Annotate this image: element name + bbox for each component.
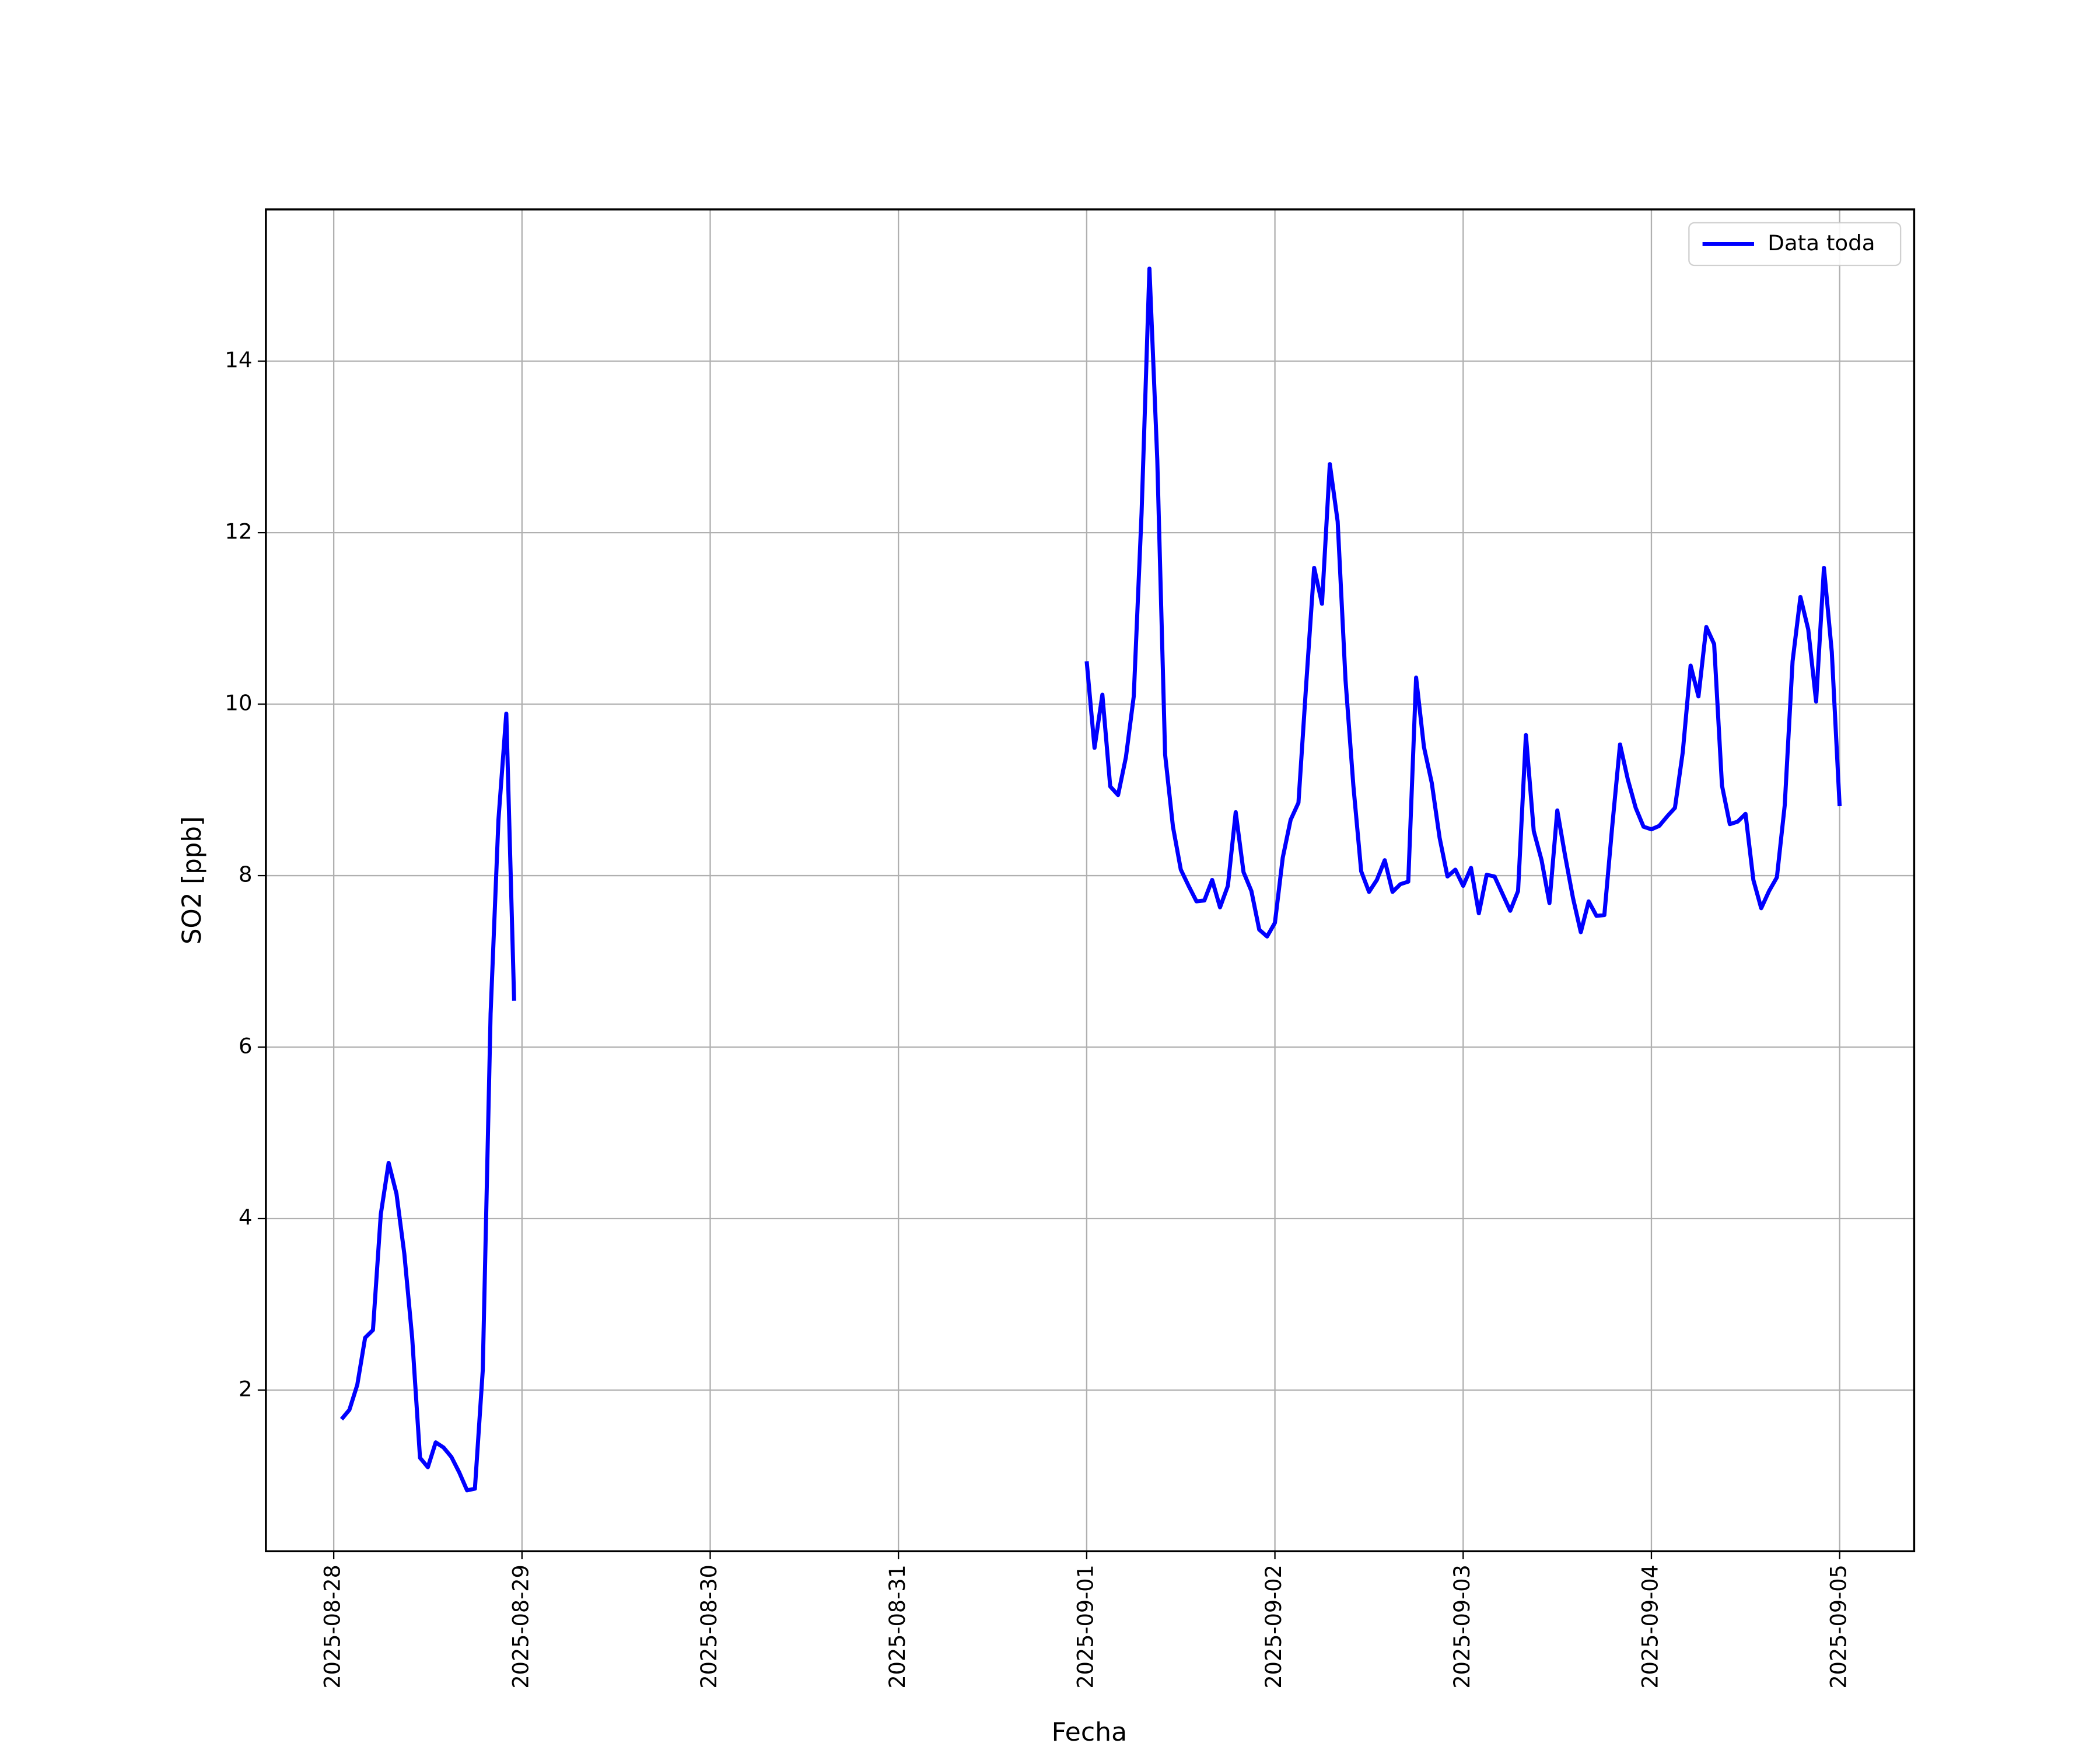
y-tick-label: 12 <box>225 519 252 544</box>
data-line <box>340 266 1842 1493</box>
plot-frame <box>265 208 1916 1553</box>
x-tick-label: 2025-08-28 <box>320 1564 345 1688</box>
y-tick-label: 10 <box>225 691 252 716</box>
x-tick-label: 2025-08-31 <box>884 1564 909 1688</box>
y-tick-label: 14 <box>225 348 252 373</box>
x-tick-label: 2025-08-29 <box>508 1564 533 1688</box>
y-axis-label: SO2 [ppb] <box>177 816 207 944</box>
x-tick-label: 2025-09-01 <box>1073 1564 1098 1688</box>
x-tick-label: 2025-09-03 <box>1450 1564 1475 1688</box>
x-axis-label: Fecha <box>1052 1717 1128 1747</box>
y-tick-label: 2 <box>239 1377 253 1402</box>
x-tick-label: 2025-09-02 <box>1261 1564 1286 1688</box>
y-tick-label: 4 <box>239 1205 253 1230</box>
legend-box <box>1688 222 1902 267</box>
y-tick-label: 8 <box>239 862 253 887</box>
x-tick-label: 2025-08-30 <box>696 1564 722 1688</box>
legend-label: Data toda <box>1768 230 1875 256</box>
x-tick-label: 2025-09-05 <box>1826 1564 1851 1688</box>
y-tick-label: 6 <box>239 1034 253 1059</box>
x-tick-label: 2025-09-04 <box>1637 1564 1662 1688</box>
